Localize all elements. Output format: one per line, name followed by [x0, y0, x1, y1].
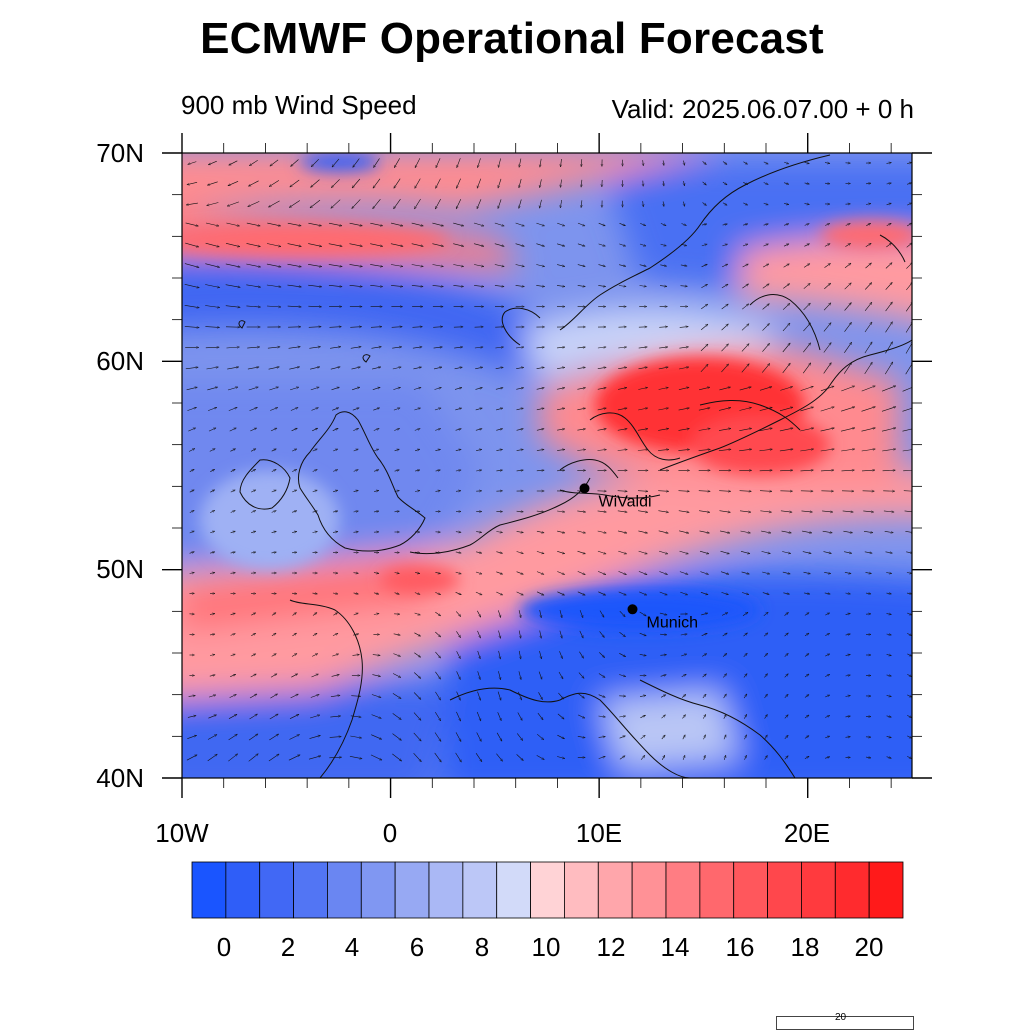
colorbar-label: 18 — [775, 932, 835, 963]
colorbar-label: 2 — [258, 932, 318, 963]
reference-vector-box: 20 — [776, 1016, 914, 1030]
lat-label-70n: 70N — [64, 138, 144, 169]
colorbar — [192, 862, 903, 918]
colorbar-swatch — [531, 862, 565, 918]
colorbar-swatch — [226, 862, 260, 918]
colorbar-swatch — [835, 862, 869, 918]
colorbar-swatch — [395, 862, 429, 918]
colorbar-swatch — [632, 862, 666, 918]
city-label: Munich — [647, 614, 699, 631]
wind-speed-field — [150, 150, 960, 800]
colorbar-label: 6 — [387, 932, 447, 963]
colorbar-swatch — [429, 862, 463, 918]
colorbar-label: 20 — [839, 932, 899, 963]
city-label: WiValdi — [599, 493, 652, 510]
colorbar-label: 10 — [516, 932, 576, 963]
colorbar-swatch — [801, 862, 835, 918]
city-marker-dot — [580, 483, 590, 493]
colorbar-swatch — [564, 862, 598, 918]
reference-vector-label: 20 — [835, 1012, 846, 1023]
colorbar-label: 4 — [322, 932, 382, 963]
colorbar-swatch — [497, 862, 531, 918]
colorbar-label: 8 — [452, 932, 512, 963]
lon-label-20e: 20E — [757, 818, 857, 849]
colorbar-label: 12 — [581, 932, 641, 963]
colorbar-swatch — [869, 862, 903, 918]
colorbar-label: 16 — [710, 932, 770, 963]
colorbar-swatch — [463, 862, 497, 918]
colorbar-swatch — [361, 862, 395, 918]
colorbar-swatch — [734, 862, 768, 918]
lat-label-50n: 50N — [64, 554, 144, 585]
colorbar-swatch — [327, 862, 361, 918]
colorbar-swatch — [192, 862, 226, 918]
colorbar-label: 14 — [645, 932, 705, 963]
colorbar-swatch — [700, 862, 734, 918]
colorbar-swatch — [294, 862, 328, 918]
lat-label-60n: 60N — [64, 346, 144, 377]
lon-label-0: 0 — [340, 818, 440, 849]
lat-label-40n: 40N — [64, 763, 144, 794]
colorbar-swatch — [666, 862, 700, 918]
colorbar-swatch — [260, 862, 294, 918]
colorbar-swatch — [768, 862, 802, 918]
lon-label-10e: 10E — [549, 818, 649, 849]
city-marker-dot — [628, 604, 638, 614]
lon-label-10w: 10W — [132, 818, 232, 849]
colorbar-swatch — [598, 862, 632, 918]
colorbar-label: 0 — [194, 932, 254, 963]
